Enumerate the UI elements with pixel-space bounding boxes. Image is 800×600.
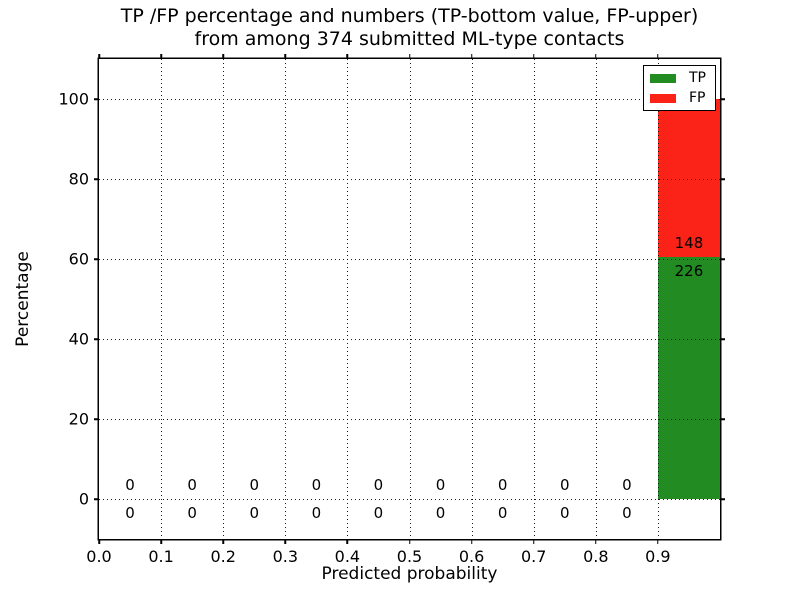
x-tick xyxy=(408,539,411,544)
x-gridline xyxy=(409,59,411,539)
x-tick xyxy=(222,54,224,59)
y-tick xyxy=(720,258,725,260)
x-gridline xyxy=(471,59,473,539)
x-tick xyxy=(284,539,287,544)
x-gridline xyxy=(595,59,597,539)
tp-count-label: 0 xyxy=(249,504,260,522)
x-tick xyxy=(657,54,659,59)
x-tick-label: 0.0 xyxy=(86,547,112,566)
x-tick-label: 0.4 xyxy=(334,547,361,566)
y-tick xyxy=(720,498,725,500)
legend: TP FP xyxy=(643,65,716,111)
x-tick-label: 0.6 xyxy=(458,547,485,566)
x-tick-label: 0.7 xyxy=(520,547,547,566)
tp-count-label: 226 xyxy=(674,262,704,281)
x-tick-label: 0.1 xyxy=(148,547,174,566)
fp-count-label: 0 xyxy=(497,476,508,494)
fp-count-label: 0 xyxy=(187,476,197,494)
x-gridline xyxy=(657,59,659,539)
tp-count-label: 0 xyxy=(125,504,135,522)
chart-title-line1: TP /FP percentage and numbers (TP-bottom… xyxy=(120,5,699,27)
y-gridline xyxy=(99,339,720,340)
x-tick xyxy=(532,539,535,544)
legend-label-fp: FP xyxy=(689,90,706,106)
x-tick xyxy=(595,54,597,59)
y-tick xyxy=(720,338,725,340)
y-tick-label: 60 xyxy=(68,249,89,269)
y-tick xyxy=(94,418,99,420)
tp-count-label: 0 xyxy=(311,504,322,522)
y-tick xyxy=(720,418,725,420)
x-tick xyxy=(222,539,224,544)
tp-swatch-icon xyxy=(650,73,676,83)
x-tick-label: 0.2 xyxy=(210,547,236,566)
y-tick xyxy=(720,98,725,100)
y-tick xyxy=(94,98,99,100)
tp-count-label: 0 xyxy=(187,504,197,522)
tp-count-label: 0 xyxy=(373,504,384,522)
x-gridline xyxy=(285,59,287,539)
y-tick xyxy=(720,178,725,180)
x-tick-label: 0.3 xyxy=(272,547,299,566)
x-tick xyxy=(346,539,349,544)
fp-count-label: 0 xyxy=(125,476,135,494)
legend-label-tp: TP xyxy=(689,70,706,86)
legend-item-tp: TP xyxy=(650,71,706,85)
y-tick-label: 20 xyxy=(68,409,89,429)
x-tick xyxy=(532,54,535,59)
y-axis-label: Percentage xyxy=(13,251,33,347)
tp-count-label: 0 xyxy=(435,504,446,522)
fp-count-label: 0 xyxy=(622,476,632,494)
fp-count-label: 0 xyxy=(249,476,260,494)
chart-title: TP /FP percentage and numbers (TP-bottom… xyxy=(99,5,720,51)
x-tick xyxy=(160,54,162,59)
y-tick-label: 40 xyxy=(68,329,89,349)
plot-area: Predicted probability TP FP 0 0 0 0 0 0 0 0 0 0 0 0 0… xyxy=(58,54,725,584)
tp-count-label: 0 xyxy=(559,504,570,522)
chart-title-line2: from among 374 submitted ML-type contact… xyxy=(194,28,625,50)
x-gridline xyxy=(161,59,163,539)
y-tick xyxy=(94,258,99,260)
x-tick xyxy=(595,539,597,544)
x-tick-label: 0.9 xyxy=(645,547,671,566)
x-tick xyxy=(470,539,473,544)
x-tick xyxy=(160,539,162,544)
x-gridline xyxy=(223,59,225,539)
x-gridline xyxy=(533,59,535,539)
y-gridline xyxy=(99,499,720,500)
y-gridline xyxy=(99,179,720,180)
y-tick xyxy=(94,178,99,180)
x-axis-label: Predicted probability xyxy=(321,564,498,584)
x-tick xyxy=(98,54,100,59)
fp-bar xyxy=(657,99,720,258)
y-gridline xyxy=(99,419,720,420)
x-tick xyxy=(346,54,349,59)
tp-count-label: 0 xyxy=(497,504,508,522)
x-tick-label: 0.5 xyxy=(396,547,423,566)
tp-count-label: 0 xyxy=(622,504,632,522)
x-tick xyxy=(657,539,659,544)
fp-count-label: 148 xyxy=(674,234,704,253)
x-tick xyxy=(408,54,411,59)
y-tick-label: 100 xyxy=(58,89,89,109)
x-tick xyxy=(98,539,100,544)
y-gridline xyxy=(99,259,720,260)
x-tick xyxy=(470,54,473,59)
y-tick xyxy=(94,498,99,500)
y-tick xyxy=(94,338,99,340)
legend-item-fp: FP xyxy=(650,91,706,105)
y-tick-label: 0 xyxy=(78,489,89,509)
y-gridline xyxy=(99,99,720,100)
fp-count-label: 0 xyxy=(435,476,446,494)
y-tick-label: 80 xyxy=(68,169,89,189)
x-gridline xyxy=(347,59,349,539)
tp-bar xyxy=(657,257,720,499)
fp-count-label: 0 xyxy=(311,476,322,494)
fp-swatch-icon xyxy=(650,93,676,103)
x-tick-label: 0.8 xyxy=(583,547,609,566)
fp-count-label: 0 xyxy=(559,476,570,494)
fp-count-label: 0 xyxy=(373,476,384,494)
x-tick xyxy=(284,54,287,59)
